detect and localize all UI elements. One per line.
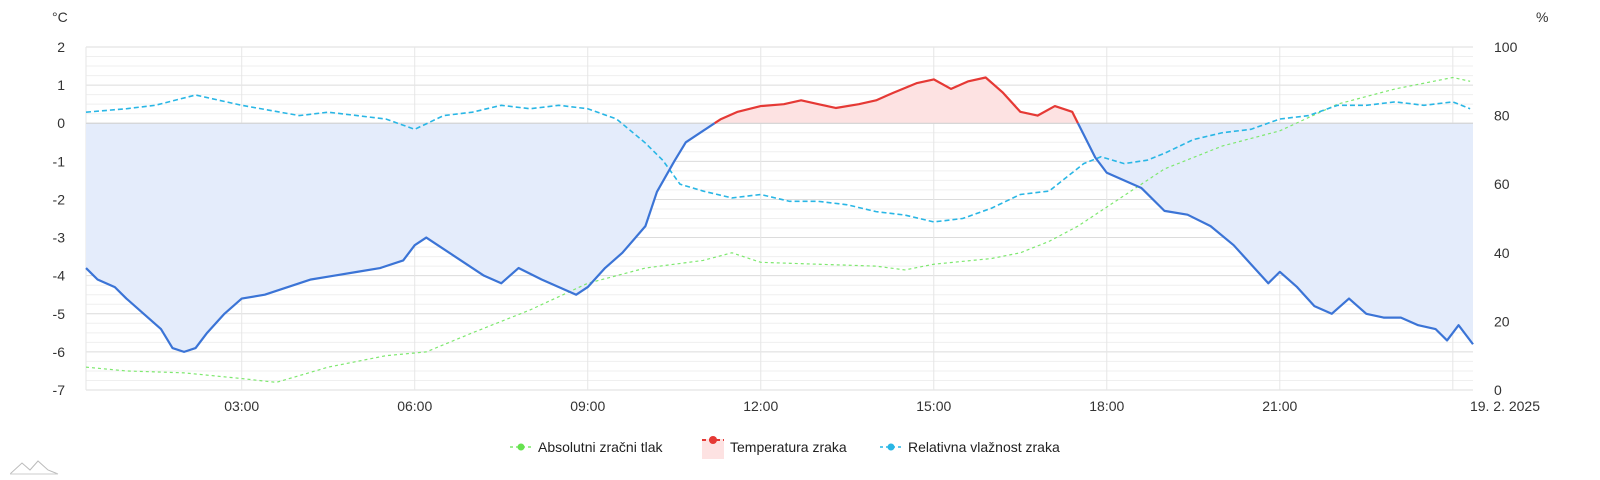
legend-label-humidity: Relativna vlažnost zraka (908, 439, 1060, 455)
series-line-humidity (85, 94, 1471, 223)
temperature-fill-areas (86, 77, 1473, 352)
y-left-tick-label: -1 (53, 153, 66, 169)
y-left-tick-label: -4 (53, 268, 66, 284)
y-left-unit: °C (52, 9, 68, 25)
x-tick-label: 03:00 (224, 398, 259, 414)
legend-label-temperature: Temperatura zraka (730, 439, 847, 455)
y-left-tick-label: -2 (53, 191, 66, 207)
x-tick-label: 18:00 (1089, 398, 1124, 414)
legend-item-temperature[interactable]: Temperatura zraka (702, 434, 847, 460)
legend-item-pressure[interactable]: Absolutni zračni tlak (510, 434, 663, 460)
temperature-fill-below-zero (86, 123, 715, 352)
y-left-tick-label: 2 (57, 39, 65, 55)
x-tick-label: 09:00 (570, 398, 605, 414)
y-axis-right: 100 80 60 40 20 0 (1494, 39, 1518, 398)
y-right-tick-label: 60 (1494, 176, 1510, 192)
legend: Absolutni zračni tlak Temperatura zraka … (0, 434, 1600, 460)
legend-label-pressure: Absolutni zračni tlak (538, 439, 663, 455)
series-line-temperature-above-zero (714, 76, 1079, 125)
y-left-tick-label: 0 (57, 115, 65, 131)
series-line-pressure (85, 76, 1471, 383)
legend-pressure-icon (510, 443, 532, 451)
y-left-tick-label: 1 (57, 77, 65, 93)
x-tick-label: 12:00 (743, 398, 778, 414)
y-right-tick-label: 0 (1494, 382, 1502, 398)
series-lines (85, 76, 1474, 383)
x-tick-label: 21:00 (1262, 398, 1297, 414)
x-tick-label: 15:00 (916, 398, 951, 414)
y-right-tick-label: 100 (1494, 39, 1518, 55)
watermark-logo (10, 460, 59, 475)
x-tick-label: 19. 2. 2025 (1470, 398, 1540, 414)
y-right-tick-label: 40 (1494, 245, 1510, 261)
legend-temperature-icon (702, 436, 724, 459)
y-right-unit: % (1536, 9, 1548, 25)
series-line-temperature-below-zero (85, 122, 716, 353)
y-left-tick-label: -7 (53, 382, 66, 398)
y-left-tick-label: -6 (53, 344, 66, 360)
temperature-fill-above-zero (714, 77, 1078, 124)
legend-humidity-icon (880, 443, 902, 451)
y-right-tick-label: 20 (1494, 313, 1510, 329)
temperature-fill-below-zero (1077, 123, 1473, 345)
y-right-tick-label: 80 (1494, 108, 1510, 124)
series-line-temperature-below-zero (1076, 122, 1474, 345)
y-axis-left: 2 1 0 -1 -2 -3 -4 -5 -6 -7 (53, 39, 66, 398)
y-left-tick-label: -5 (53, 306, 66, 322)
legend-item-humidity[interactable]: Relativna vlažnost zraka (880, 434, 1060, 460)
y-left-tick-label: -3 (53, 230, 66, 246)
x-axis: 03:00 06:00 09:00 12:00 15:00 18:00 21:00 19. 2… (224, 398, 1540, 414)
x-tick-label: 06:00 (397, 398, 432, 414)
